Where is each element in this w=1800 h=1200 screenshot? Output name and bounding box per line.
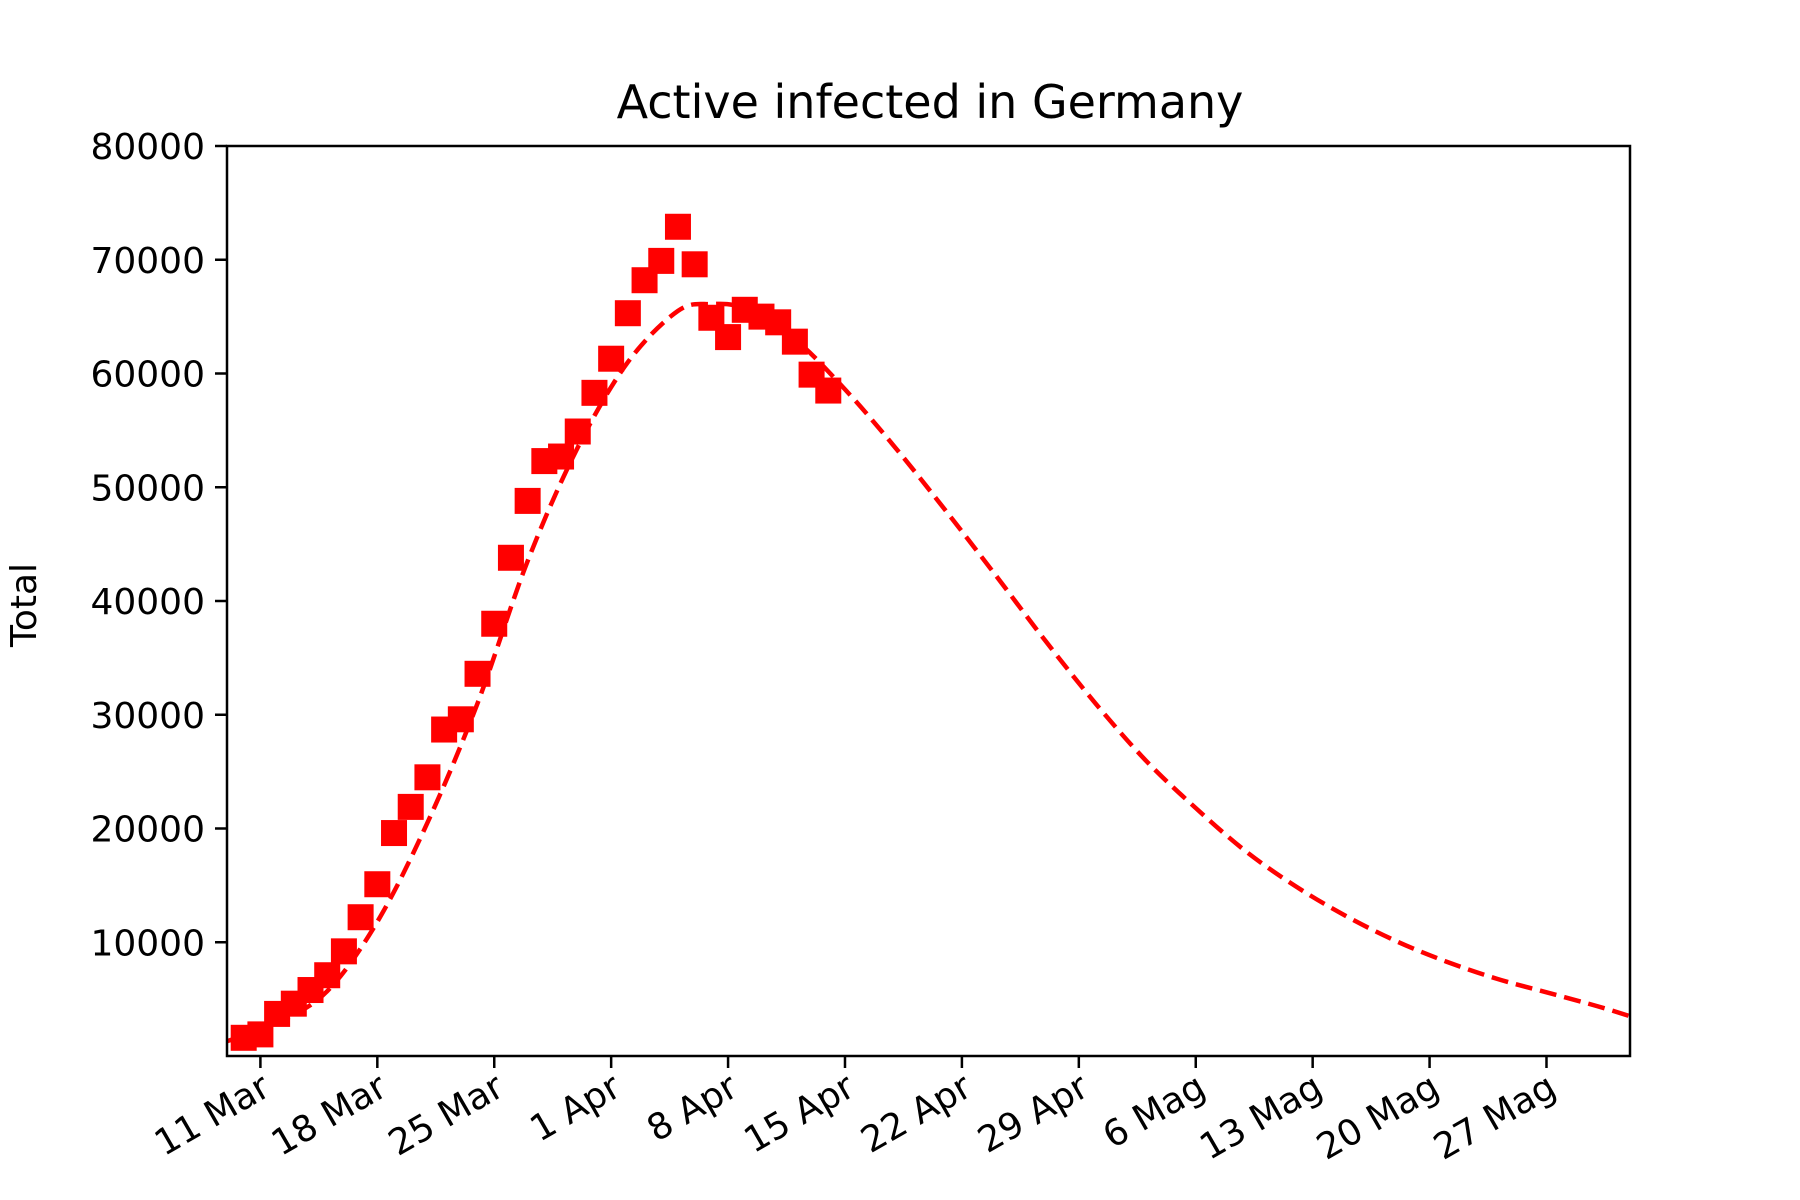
data-point (648, 247, 675, 274)
y-tick-label: 40000 (90, 582, 205, 623)
data-point (364, 871, 391, 898)
y-tick-label: 80000 (90, 127, 205, 168)
y-tick-label: 70000 (90, 241, 205, 282)
data-point (481, 610, 508, 637)
data-point (347, 904, 374, 931)
y-tick-label: 30000 (90, 696, 205, 737)
data-point (681, 251, 708, 278)
y-tick-label: 20000 (90, 810, 205, 851)
data-point (614, 300, 641, 327)
data-point (548, 443, 575, 470)
plot-area (227, 213, 1630, 1051)
y-tick-label: 60000 (90, 355, 205, 396)
data-point (414, 764, 441, 791)
y-axis-label: Total (4, 563, 45, 648)
data-point (397, 793, 424, 820)
data-point (581, 379, 608, 406)
data-point (514, 487, 541, 514)
chart-title: Active infected in Germany (617, 75, 1244, 129)
data-point (447, 706, 474, 733)
data-point (497, 544, 524, 571)
fit-curve (227, 301, 1630, 1044)
data-point (598, 345, 625, 372)
y-tick-label: 50000 (90, 468, 205, 509)
data-point (330, 938, 357, 965)
data-point (815, 377, 842, 404)
y-tick-label: 10000 (90, 923, 205, 964)
data-point (715, 324, 742, 351)
data-point (464, 660, 491, 687)
data-point (314, 962, 341, 989)
data-point (381, 820, 408, 847)
data-point (781, 328, 808, 355)
data-point (564, 418, 591, 445)
data-point (664, 213, 691, 240)
y-axis-ticks: 10000 20000 30000 40000 50000 60000 70000 80000 (90, 127, 227, 964)
